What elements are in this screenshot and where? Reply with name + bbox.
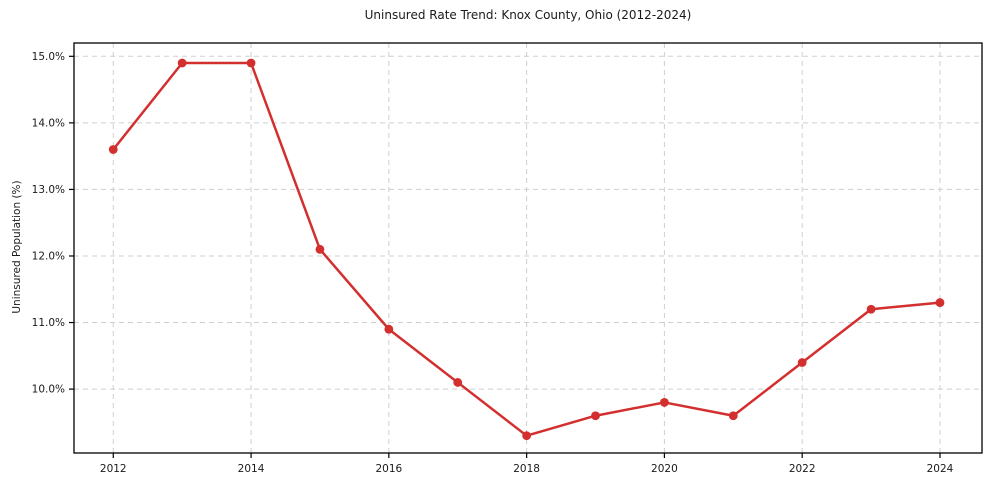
y-tick-label: 13.0% <box>32 184 65 196</box>
data-point-marker <box>591 411 600 421</box>
y-tick-label: 12.0% <box>32 250 65 262</box>
data-point-marker <box>866 304 876 314</box>
y-tick-label: 14.0% <box>32 117 65 129</box>
x-tick-label: 2014 <box>238 463 265 475</box>
axes-spines <box>73 42 983 454</box>
y-tick-label: 10.0% <box>32 384 65 396</box>
data-point-marker <box>522 431 532 441</box>
x-tick-label: 2012 <box>100 463 127 475</box>
data-point-marker <box>660 398 669 407</box>
data-point-marker <box>384 324 394 334</box>
data-point-marker <box>246 58 256 68</box>
x-tick-label: 2016 <box>375 463 402 475</box>
x-tick-label: 2020 <box>651 463 678 475</box>
y-tick-label: 11.0% <box>32 317 65 329</box>
data-point-marker <box>453 378 463 387</box>
x-tick-label: 2022 <box>789 463 816 475</box>
data-point-marker <box>177 58 187 68</box>
x-tick-label: 2024 <box>927 463 954 475</box>
data-point-marker <box>728 411 738 421</box>
data-point-marker <box>935 298 945 307</box>
x-tick-label: 2018 <box>513 463 540 475</box>
chart-title: Uninsured Rate Trend: Knox County, Ohio … <box>364 8 692 22</box>
data-point-marker <box>108 145 118 154</box>
data-point-marker <box>797 358 807 367</box>
y-tick-label: 15.0% <box>32 51 65 63</box>
data-point-marker <box>315 244 325 254</box>
